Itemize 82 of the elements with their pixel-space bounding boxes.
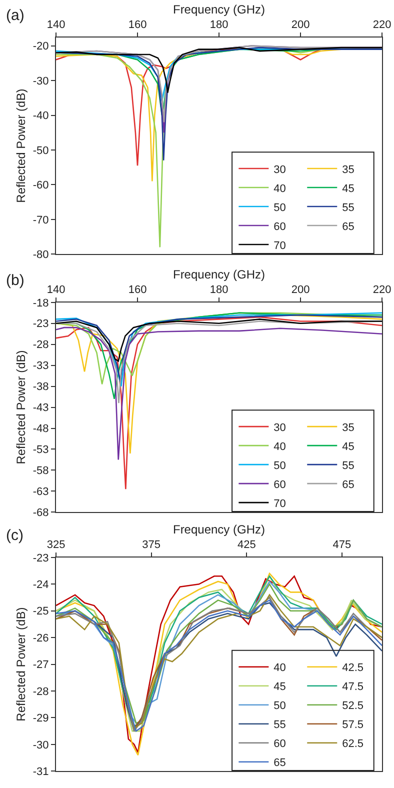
y-tick-label: -68 xyxy=(32,507,49,520)
legend-label: 57.5 xyxy=(342,719,364,732)
legend-label: 45 xyxy=(342,440,354,453)
legend-label: 40 xyxy=(274,440,286,453)
y-tick-label: -30 xyxy=(32,75,49,88)
y-tick-label: -38 xyxy=(32,381,49,394)
legend-label: 55 xyxy=(342,202,354,214)
legend-label: 35 xyxy=(342,422,354,434)
y-tick-label: -28 xyxy=(32,686,49,698)
y-tick-label: -70 xyxy=(32,214,49,226)
y-tick-label: -23 xyxy=(32,552,49,564)
legend-label: 70 xyxy=(274,498,286,510)
legend-label: 30 xyxy=(274,422,286,434)
x-tick-label: 375 xyxy=(142,539,160,552)
x-tick-label: 220 xyxy=(372,284,392,296)
chart-title: (a) xyxy=(6,7,24,24)
x-tick-label: 180 xyxy=(210,284,228,296)
x-tick-label: 160 xyxy=(128,284,147,296)
legend-label: 30 xyxy=(274,164,286,176)
y-tick-label: -20 xyxy=(32,40,49,53)
legend-label: 60 xyxy=(274,478,286,491)
y-tick-label: -40 xyxy=(32,110,49,122)
y-tick-label: -30 xyxy=(32,739,49,752)
y-tick-label: -25 xyxy=(32,606,49,618)
x-tick-label: 180 xyxy=(210,19,228,32)
x-axis-title: Frequency (GHz) xyxy=(172,2,266,16)
x-axis-title: Frequency (GHz) xyxy=(172,522,266,536)
legend-label: 55 xyxy=(342,460,354,472)
legend-label: 70 xyxy=(274,240,286,252)
legend-label: 50 xyxy=(274,460,286,472)
legend-label: 50 xyxy=(274,700,286,712)
legend-label: 45 xyxy=(342,182,354,195)
x-tick-label: 220 xyxy=(372,19,392,32)
y-tick-label: -23 xyxy=(32,318,49,330)
y-axis-title: Reflected Power (dB) xyxy=(14,350,28,464)
legend-label: 42.5 xyxy=(342,662,364,674)
legend-label: 50 xyxy=(274,202,286,214)
y-axis-title: Reflected Power (dB) xyxy=(14,607,28,722)
line-series xyxy=(56,318,382,362)
legend-label: 65 xyxy=(342,220,354,233)
y-tick-label: -43 xyxy=(32,402,49,414)
chart-title: (c) xyxy=(6,527,24,544)
legend-label: 62.5 xyxy=(342,738,364,750)
legend-label: 40 xyxy=(274,182,286,195)
x-tick-label: 325 xyxy=(46,539,66,552)
y-tick-label: -27 xyxy=(32,659,49,672)
y-tick-label: -60 xyxy=(32,180,49,192)
legend-label: 55 xyxy=(274,719,286,732)
legend-label: 65 xyxy=(274,757,286,770)
line-series xyxy=(56,316,382,490)
y-tick-label: -58 xyxy=(32,465,49,478)
legend-label: 52.5 xyxy=(342,700,364,712)
y-tick-label: -50 xyxy=(32,144,49,157)
y-tick-label: -53 xyxy=(32,444,49,456)
y-tick-label: -29 xyxy=(32,712,49,725)
line-series xyxy=(56,46,382,94)
x-tick-label: 140 xyxy=(46,284,66,296)
legend-label: 45 xyxy=(274,681,286,694)
y-tick-label: -63 xyxy=(32,486,49,498)
y-tick-label: -26 xyxy=(32,632,49,644)
x-axis-title: Frequency (GHz) xyxy=(172,267,266,282)
y-tick-label: -28 xyxy=(32,339,49,352)
legend-label: 60 xyxy=(274,220,286,233)
y-axis-title: Reflected Power (dB) xyxy=(14,88,28,203)
x-tick-label: 140 xyxy=(46,19,66,32)
y-tick-label: -48 xyxy=(32,423,49,436)
y-tick-label: -31 xyxy=(32,766,49,778)
chart-title: (b) xyxy=(6,272,24,289)
x-tick-label: 475 xyxy=(332,539,352,552)
y-tick-label: -18 xyxy=(32,297,49,310)
legend-label: 35 xyxy=(342,164,354,176)
legend-label: 65 xyxy=(342,478,354,491)
y-tick-label: -33 xyxy=(32,360,49,372)
x-tick-label: 200 xyxy=(291,284,310,296)
legend-label: 60 xyxy=(274,738,286,750)
x-tick-label: 200 xyxy=(291,19,310,32)
y-tick-label: -24 xyxy=(32,579,49,592)
y-tick-label: -80 xyxy=(32,248,49,261)
legend-label: 47.5 xyxy=(342,681,364,694)
legend-label: 40 xyxy=(274,662,286,674)
x-tick-label: 160 xyxy=(128,19,147,32)
x-tick-label: 425 xyxy=(237,539,256,552)
